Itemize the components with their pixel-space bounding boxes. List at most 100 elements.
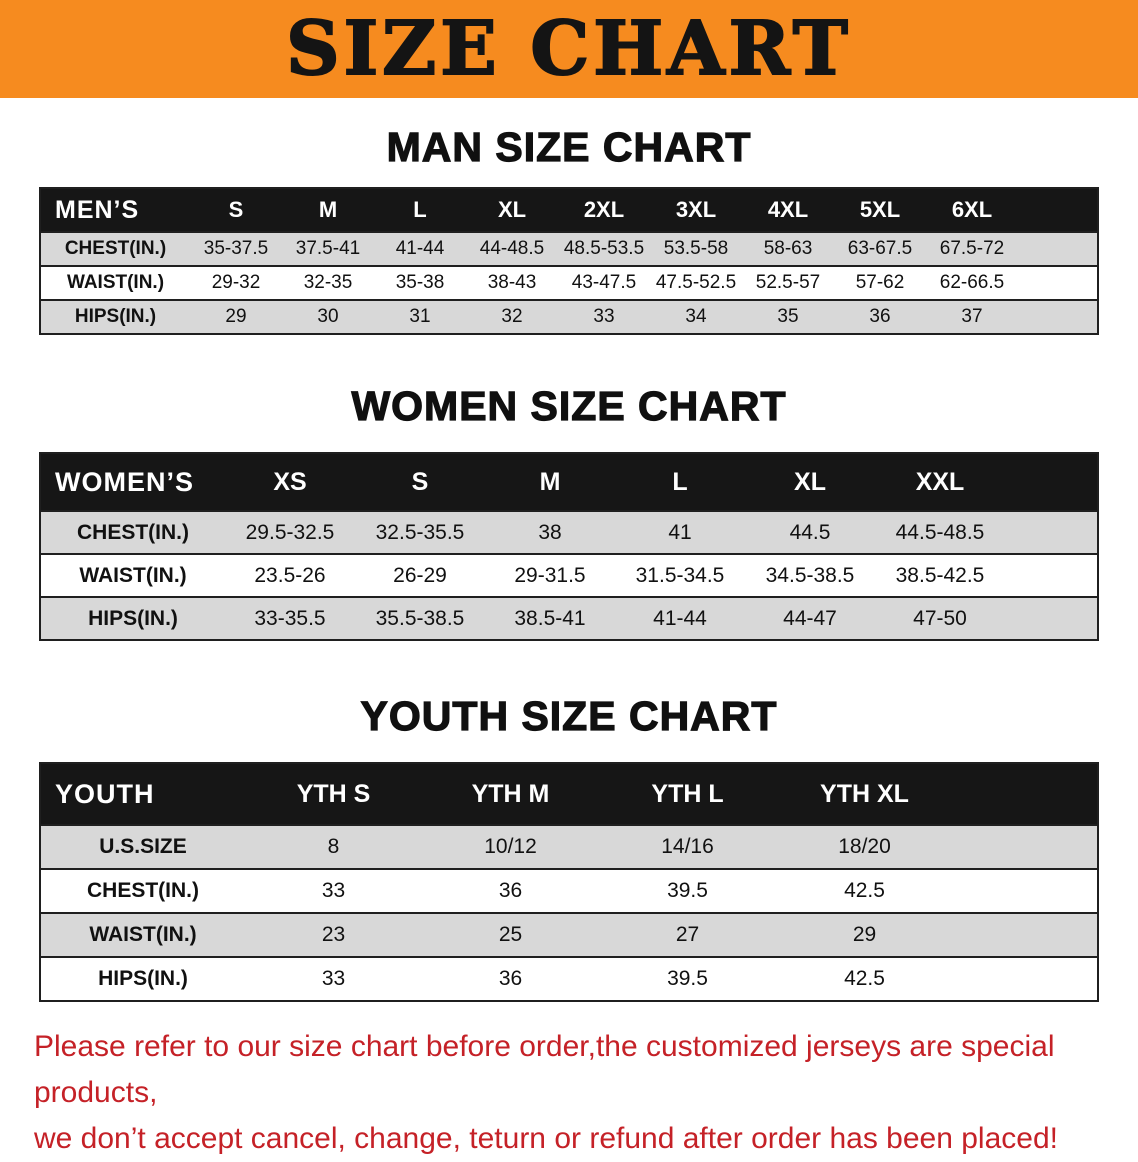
men-header-row: MEN’S S M L XL 2XL 3XL 4XL 5XL 6XL	[40, 187, 1098, 233]
page-title: SIZE CHART	[285, 6, 852, 92]
size-cell: 33	[245, 956, 422, 1002]
spacer-cell	[953, 824, 1098, 870]
size-cell: 39.5	[599, 868, 776, 914]
table-row: CHEST(IN.) 33 36 39.5 42.5	[40, 868, 1098, 914]
row-label: WAIST(IN.)	[40, 553, 225, 598]
size-cell: 35.5-38.5	[355, 596, 485, 641]
table-row: CHEST(IN.) 29.5-32.5 32.5-35.5 38 41 44.…	[40, 510, 1098, 555]
size-cell: 42.5	[776, 868, 953, 914]
size-cell: 32-35	[282, 265, 374, 301]
size-cell: 23	[245, 912, 422, 958]
size-cell: 38.5-42.5	[875, 553, 1005, 598]
size-cell: 29	[190, 299, 282, 335]
size-cell: 41-44	[615, 596, 745, 641]
men-section: MAN SIZE CHART MEN’S S M L XL 2XL 3XL 4X…	[0, 123, 1138, 335]
spacer-cell	[953, 956, 1098, 1002]
size-cell: 37	[926, 299, 1018, 335]
size-col-header: YTH M	[422, 762, 599, 826]
size-cell: 38-43	[466, 265, 558, 301]
row-label: HIPS(IN.)	[40, 596, 225, 641]
size-col-header: 2XL	[558, 187, 650, 233]
size-col-header: 6XL	[926, 187, 1018, 233]
women-header-row: WOMEN’S XS S M L XL XXL	[40, 452, 1098, 512]
size-cell: 44-47	[745, 596, 875, 641]
size-cell: 31	[374, 299, 466, 335]
size-cell: 32.5-35.5	[355, 510, 485, 555]
spacer-cell	[1018, 231, 1098, 267]
size-cell: 29-31.5	[485, 553, 615, 598]
men-section-heading: MAN SIZE CHART	[386, 123, 752, 170]
size-cell: 37.5-41	[282, 231, 374, 267]
size-cell: 36	[422, 868, 599, 914]
disclaimer: Please refer to our size chart before or…	[0, 1024, 1138, 1162]
size-cell: 62-66.5	[926, 265, 1018, 301]
size-cell: 42.5	[776, 956, 953, 1002]
size-cell: 32	[466, 299, 558, 335]
row-label: WAIST(IN.)	[40, 912, 245, 958]
size-cell: 43-47.5	[558, 265, 650, 301]
size-cell: 23.5-26	[225, 553, 355, 598]
size-cell: 25	[422, 912, 599, 958]
size-cell: 47.5-52.5	[650, 265, 742, 301]
row-label: CHEST(IN.)	[40, 868, 245, 914]
table-row: HIPS(IN.) 33 36 39.5 42.5	[40, 956, 1098, 1002]
disclaimer-line-1: Please refer to our size chart before or…	[34, 1030, 1055, 1109]
size-cell: 41	[615, 510, 745, 555]
size-cell: 27	[599, 912, 776, 958]
size-col-header: L	[374, 187, 466, 233]
size-cell: 63-67.5	[834, 231, 926, 267]
size-cell: 18/20	[776, 824, 953, 870]
size-cell: 44.5-48.5	[875, 510, 1005, 555]
size-cell: 47-50	[875, 596, 1005, 641]
youth-size-table: YOUTH YTH S YTH M YTH L YTH XL U.S.SIZE …	[39, 762, 1099, 1002]
size-cell: 57-62	[834, 265, 926, 301]
size-cell: 31.5-34.5	[615, 553, 745, 598]
men-size-table: MEN’S S M L XL 2XL 3XL 4XL 5XL 6XL CHEST…	[39, 187, 1099, 335]
table-row: WAIST(IN.) 23 25 27 29	[40, 912, 1098, 958]
size-col-header: YTH L	[599, 762, 776, 826]
disclaimer-line-2: we don’t accept cancel, change, teturn o…	[34, 1122, 1058, 1155]
youth-section-heading: YOUTH SIZE CHART	[360, 692, 778, 739]
size-cell: 33	[245, 868, 422, 914]
size-cell: 8	[245, 824, 422, 870]
spacer-cell	[1005, 452, 1098, 512]
size-col-header: S	[355, 452, 485, 512]
size-col-header: 5XL	[834, 187, 926, 233]
size-col-header: XS	[225, 452, 355, 512]
row-label: CHEST(IN.)	[40, 510, 225, 555]
spacer-cell	[1018, 265, 1098, 301]
women-table-corner: WOMEN’S	[40, 452, 225, 512]
size-cell: 41-44	[374, 231, 466, 267]
size-col-header: YTH S	[245, 762, 422, 826]
size-cell: 29-32	[190, 265, 282, 301]
women-size-table: WOMEN’S XS S M L XL XXL CHEST(IN.) 29.5-…	[39, 452, 1099, 641]
size-cell: 67.5-72	[926, 231, 1018, 267]
row-label: U.S.SIZE	[40, 824, 245, 870]
spacer-cell	[1005, 596, 1098, 641]
row-label: WAIST(IN.)	[40, 265, 190, 301]
youth-section: YOUTH SIZE CHART YOUTH YTH S YTH M YTH L…	[0, 692, 1138, 1002]
size-cell: 44-48.5	[466, 231, 558, 267]
size-cell: 36	[834, 299, 926, 335]
table-row: WAIST(IN.) 29-32 32-35 35-38 38-43 43-47…	[40, 265, 1098, 301]
table-row: HIPS(IN.) 33-35.5 35.5-38.5 38.5-41 41-4…	[40, 596, 1098, 641]
size-cell: 39.5	[599, 956, 776, 1002]
spacer-cell	[953, 868, 1098, 914]
row-label: HIPS(IN.)	[40, 956, 245, 1002]
size-cell: 10/12	[422, 824, 599, 870]
youth-table-corner: YOUTH	[40, 762, 245, 826]
size-cell: 38	[485, 510, 615, 555]
spacer-cell	[1005, 510, 1098, 555]
size-cell: 58-63	[742, 231, 834, 267]
table-row: WAIST(IN.) 23.5-26 26-29 29-31.5 31.5-34…	[40, 553, 1098, 598]
men-table-corner: MEN’S	[40, 187, 190, 233]
size-cell: 26-29	[355, 553, 485, 598]
row-label: CHEST(IN.)	[40, 231, 190, 267]
size-col-header: M	[282, 187, 374, 233]
size-col-header: YTH XL	[776, 762, 953, 826]
size-cell: 48.5-53.5	[558, 231, 650, 267]
size-cell: 29	[776, 912, 953, 958]
size-cell: 35-37.5	[190, 231, 282, 267]
size-cell: 33	[558, 299, 650, 335]
